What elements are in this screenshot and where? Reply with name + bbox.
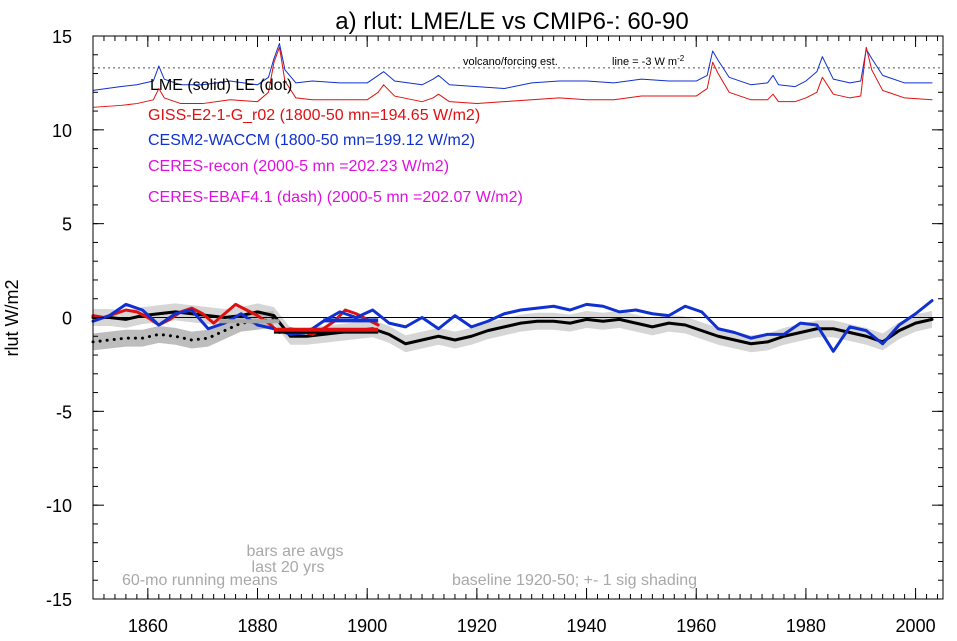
line-note-superscript: -2 xyxy=(677,54,685,63)
legend-entry: CERES-recon (2000-5 mn =202.23 W/m2) xyxy=(148,158,449,175)
bars-note-line-2: last 20 yrs xyxy=(252,559,325,576)
x-tick-label: 1920 xyxy=(457,616,497,636)
x-tick-label: 1980 xyxy=(786,616,826,636)
x-tick-label: 1940 xyxy=(567,616,607,636)
x-tick-label: 2000 xyxy=(896,616,936,636)
chart-title: a) rlut: LME/LE vs CMIP6-: 60-90 xyxy=(335,8,688,35)
series-cesm2-waccm xyxy=(91,299,934,353)
y-tick-label: 15 xyxy=(52,27,72,47)
bars-note-line-1: bars are avgs xyxy=(247,543,344,560)
x-tick-label: 1960 xyxy=(676,616,716,636)
legend-entry: CESM2-WACCM (1800-50 mn=199.12 W/m2) xyxy=(148,132,475,149)
line-note-text: line = -3 W m xyxy=(612,56,677,68)
x-tick-label: 1880 xyxy=(237,616,277,636)
lme-shading-band xyxy=(93,303,933,353)
x-tick-label: 1860 xyxy=(128,616,168,636)
y-tick-label: 5 xyxy=(62,215,72,235)
y-tick-label: -15 xyxy=(46,590,72,610)
y-tick-label: -5 xyxy=(56,402,72,422)
legend-entry: CERES-EBAF4.1 (dash) (2000-5 mn =202.07 … xyxy=(148,189,523,206)
legend-entry: LME (solid) LE (dot) xyxy=(150,77,292,94)
running-means-note: 60-mo running means xyxy=(122,572,278,589)
series-layer xyxy=(91,43,934,353)
axes-layer: 1860 1880 1900 1920 1940 1960 1980 2000 -15 -10 -5… xyxy=(46,27,944,636)
y-axis-label: rlut W/m2 xyxy=(2,279,22,356)
volcano-note: volcano/forcing est. xyxy=(463,56,558,68)
series-cesm2-waccm-volcano-forcing xyxy=(92,43,933,91)
y-tick-label: 0 xyxy=(62,309,72,329)
legend-entry: GISS-E2-1-G_r02 (1800-50 mn=194.65 W/m2) xyxy=(148,107,480,124)
series-lme-solid xyxy=(91,310,934,346)
series-giss-e2-1-g-r02 xyxy=(91,302,380,336)
x-tick-label: 1900 xyxy=(347,616,387,636)
series-giss-e2-1-g-r02-volcano-forcing xyxy=(92,46,933,108)
line-note: line = -3 W m-2 xyxy=(612,54,685,68)
y-tick-label: 10 xyxy=(52,121,72,141)
legend: LME (solid) LE (dot) GISS-E2-1-G_r02 (180… xyxy=(148,77,523,206)
y-tick-label: -10 xyxy=(46,496,72,516)
bars-layer xyxy=(219,318,379,334)
baseline-note: baseline 1920-50; +- 1 sig shading xyxy=(452,572,697,589)
